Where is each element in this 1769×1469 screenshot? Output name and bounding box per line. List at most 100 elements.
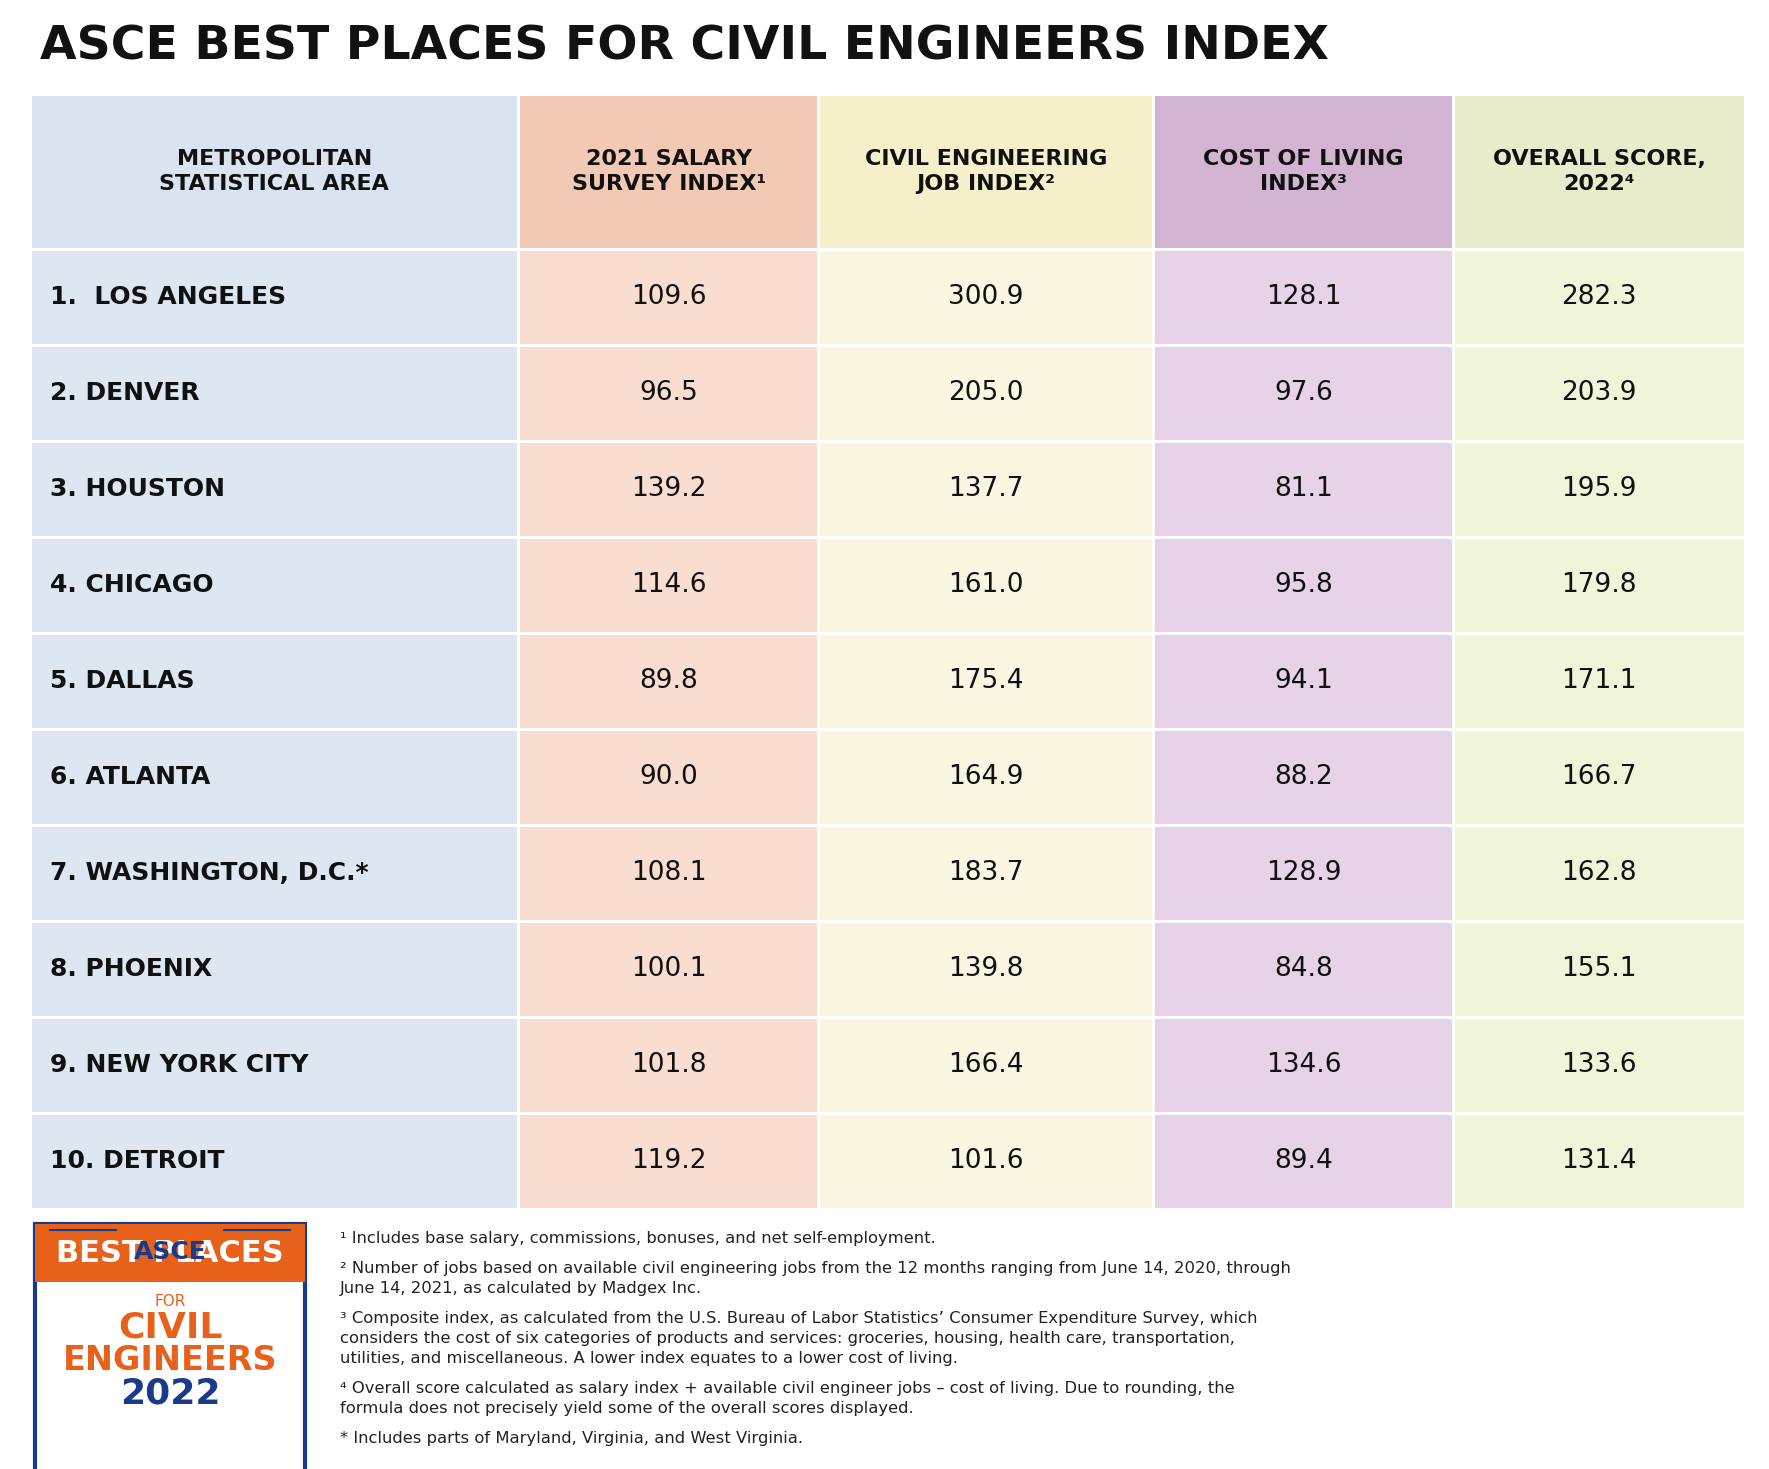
Bar [1155,442,1452,536]
Text: CIVIL: CIVIL [119,1310,223,1344]
Bar [1155,95,1452,247]
Text: 89.4: 89.4 [1274,1147,1332,1174]
Bar [1454,442,1744,536]
Bar [1454,1115,1744,1208]
Bar [32,442,517,536]
Bar [821,827,1152,920]
Text: 300.9: 300.9 [948,284,1024,310]
Text: 101.8: 101.8 [632,1052,706,1078]
Text: 166.7: 166.7 [1562,764,1636,790]
Bar [821,347,1152,439]
Text: 81.1: 81.1 [1274,476,1332,502]
Text: June 14, 2021, as calculated by Madgex Inc.: June 14, 2021, as calculated by Madgex I… [340,1281,702,1296]
Bar [1454,251,1744,344]
Text: COST OF LIVING
INDEX³: COST OF LIVING INDEX³ [1203,148,1403,194]
Bar [32,730,517,824]
Text: ¹ Includes base salary, commissions, bonuses, and net self-employment.: ¹ Includes base salary, commissions, bon… [340,1231,936,1246]
Text: 6. ATLANTA: 6. ATLANTA [50,765,211,789]
Text: 84.8: 84.8 [1274,956,1332,981]
Bar [520,1115,817,1208]
Bar [520,635,817,727]
Text: 114.6: 114.6 [632,571,706,598]
Text: utilities, and miscellaneous. A lower index equates to a lower cost of living.: utilities, and miscellaneous. A lower in… [340,1351,957,1366]
Text: 133.6: 133.6 [1562,1052,1636,1078]
Text: 109.6: 109.6 [632,284,706,310]
Bar [30,94,1744,1209]
Bar [821,442,1152,536]
Bar [1454,1018,1744,1112]
Bar [1454,95,1744,247]
Bar [821,1115,1152,1208]
Text: ³ Composite index, as calculated from the U.S. Bureau of Labor Statistics’ Consu: ³ Composite index, as calculated from th… [340,1310,1258,1327]
Text: 89.8: 89.8 [639,668,699,693]
Bar [35,1224,304,1282]
Text: ASCE BEST PLACES FOR CIVIL ENGINEERS INDEX: ASCE BEST PLACES FOR CIVIL ENGINEERS IND… [41,24,1329,69]
Text: 10. DETROIT: 10. DETROIT [50,1149,225,1174]
Bar [1155,827,1452,920]
Text: 195.9: 195.9 [1562,476,1636,502]
Bar [1454,923,1744,1015]
Text: 90.0: 90.0 [639,764,699,790]
Text: 9. NEW YORK CITY: 9. NEW YORK CITY [50,1053,308,1077]
Bar [520,347,817,439]
Bar [821,923,1152,1015]
Text: 205.0: 205.0 [948,380,1024,405]
Text: 95.8: 95.8 [1274,571,1332,598]
Bar [520,539,817,632]
Text: 128.9: 128.9 [1265,859,1341,886]
Bar [1155,539,1452,632]
Text: 155.1: 155.1 [1562,956,1636,981]
Bar [32,95,517,247]
Text: 96.5: 96.5 [639,380,699,405]
Text: considers the cost of six categories of products and services: groceries, housin: considers the cost of six categories of … [340,1331,1235,1346]
Bar [520,827,817,920]
Bar [32,1115,517,1208]
Bar [821,95,1152,247]
Bar [32,347,517,439]
Text: formula does not precisely yield some of the overall scores displayed.: formula does not precisely yield some of… [340,1401,913,1416]
Text: ASCE: ASCE [134,1240,207,1263]
Text: 101.6: 101.6 [948,1147,1024,1174]
Bar [1155,1115,1452,1208]
Bar [520,251,817,344]
Bar [520,442,817,536]
Bar [32,923,517,1015]
Text: 3. HOUSTON: 3. HOUSTON [50,477,225,501]
Bar [520,95,817,247]
Bar [821,730,1152,824]
Text: CIVIL ENGINEERING
JOB INDEX²: CIVIL ENGINEERING JOB INDEX² [865,148,1107,194]
Bar [821,251,1152,344]
Text: 119.2: 119.2 [632,1147,706,1174]
Text: 139.2: 139.2 [632,476,706,502]
Bar [821,635,1152,727]
Bar [1155,635,1452,727]
Text: 88.2: 88.2 [1274,764,1332,790]
Text: 203.9: 203.9 [1562,380,1636,405]
Text: 100.1: 100.1 [632,956,706,981]
Bar [821,1018,1152,1112]
Text: 108.1: 108.1 [632,859,706,886]
Text: 282.3: 282.3 [1562,284,1636,310]
Text: BEST PLACES: BEST PLACES [57,1238,283,1268]
Text: 166.4: 166.4 [948,1052,1024,1078]
Bar [1454,730,1744,824]
Bar [1155,251,1452,344]
Text: OVERALL SCORE,
2022⁴: OVERALL SCORE, 2022⁴ [1493,148,1705,194]
Text: 4. CHICAGO: 4. CHICAGO [50,573,212,596]
Bar [1454,635,1744,727]
Text: 2021 SALARY
SURVEY INDEX¹: 2021 SALARY SURVEY INDEX¹ [571,148,766,194]
Text: 97.6: 97.6 [1274,380,1332,405]
Text: 161.0: 161.0 [948,571,1024,598]
Text: METROPOLITAN
STATISTICAL AREA: METROPOLITAN STATISTICAL AREA [159,148,389,194]
Text: ² Number of jobs based on available civil engineering jobs from the 12 months ra: ² Number of jobs based on available civi… [340,1260,1291,1277]
Bar [1155,923,1452,1015]
Bar [520,730,817,824]
Bar [1454,539,1744,632]
Text: FOR: FOR [154,1294,186,1309]
Bar [520,1018,817,1112]
Text: 171.1: 171.1 [1562,668,1636,693]
Text: 2022: 2022 [120,1376,221,1410]
Bar [1155,730,1452,824]
Text: 5. DALLAS: 5. DALLAS [50,668,195,693]
Bar [32,1018,517,1112]
